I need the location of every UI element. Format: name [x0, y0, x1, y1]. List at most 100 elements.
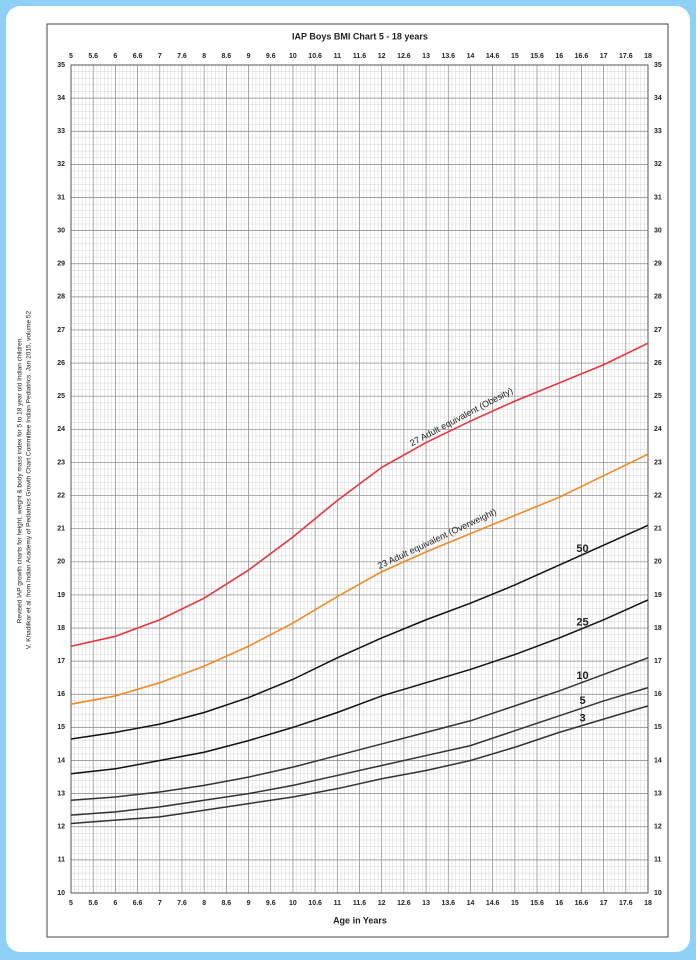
y-tick-label: 17 — [57, 658, 65, 665]
x-tick-label: 11 — [334, 53, 342, 60]
minor-grid — [71, 65, 648, 893]
series-label: 50 — [576, 543, 588, 555]
y-tick-label: 34 — [654, 95, 662, 102]
x-tick-label: 16.6 — [575, 900, 589, 907]
x-tick-label: 13.6 — [441, 53, 455, 60]
y-tick-label: 23 — [57, 459, 65, 466]
x-tick-label: 16 — [555, 900, 563, 907]
x-tick-label: 7 — [158, 900, 162, 907]
chart-title: IAP Boys BMI Chart 5 - 18 years — [292, 31, 428, 41]
y-tick-label: 11 — [654, 857, 662, 864]
side-notes: Revised IAP growth charts for height, we… — [17, 310, 33, 649]
y-tick-label: 16 — [654, 691, 662, 698]
y-tick-label: 28 — [654, 294, 662, 301]
x-tick-label: 6 — [113, 900, 117, 907]
y-tick-label: 31 — [654, 194, 662, 201]
y-tick-label: 18 — [57, 625, 65, 632]
y-tick-label: 34 — [57, 95, 65, 102]
series-line — [70, 342, 649, 648]
x-tick-label: 6 — [113, 53, 117, 60]
x-tick-label: 13 — [422, 53, 430, 60]
x-tick-label: 13.6 — [441, 900, 455, 907]
y-tick-label: 15 — [654, 724, 662, 731]
x-tick-label: 14 — [467, 53, 475, 60]
series-line — [70, 686, 649, 816]
x-tick-label: 7 — [158, 53, 162, 60]
y-tick-label: 21 — [654, 526, 662, 533]
y-tick-label: 10 — [654, 890, 662, 897]
y-tick-label: 20 — [654, 559, 662, 566]
y-tick-label: 11 — [58, 857, 66, 864]
y-tick-label: 13 — [57, 790, 65, 797]
x-tick-label: 18 — [644, 900, 652, 907]
x-tick-label: 10 — [289, 900, 297, 907]
x-tick-label: 14 — [467, 900, 475, 907]
y-tick-label: 12 — [654, 824, 662, 831]
x-tick-label: 16.6 — [575, 53, 589, 60]
y-tick-label: 35 — [57, 62, 65, 69]
x-tick-label: 12 — [378, 900, 386, 907]
y-tick-label: 19 — [57, 592, 65, 599]
y-tick-label: 28 — [57, 294, 65, 301]
y-tick-label: 16 — [57, 691, 65, 698]
y-tick-label: 32 — [654, 161, 662, 168]
y-tick-label: 26 — [654, 360, 662, 367]
x-tick-label: 14.6 — [486, 900, 500, 907]
y-tick-label: 20 — [57, 559, 65, 566]
x-tick-label: 13 — [422, 900, 430, 907]
y-tick-label: 12 — [57, 824, 65, 831]
y-tick-label: 33 — [654, 128, 662, 135]
x-tick-label: 17 — [600, 53, 608, 60]
x-tick-label: 17 — [600, 900, 608, 907]
x-tick-label: 5.6 — [88, 900, 98, 907]
x-tick-label: 8.6 — [221, 53, 231, 60]
y-tick-label: 35 — [654, 62, 662, 69]
y-tick-label: 19 — [654, 592, 662, 599]
y-tick-label: 25 — [57, 393, 65, 400]
x-tick-label: 17.6 — [619, 900, 633, 907]
x-tick-label: 10.6 — [308, 900, 322, 907]
series-line — [70, 453, 649, 706]
x-tick-label: 9.6 — [266, 53, 276, 60]
panel — [6, 6, 690, 952]
y-tick-label: 18 — [654, 625, 662, 632]
x-tick-label: 15.6 — [530, 900, 544, 907]
y-tick-label: 26 — [57, 360, 65, 367]
y-tick-label: 23 — [654, 459, 662, 466]
x-tick-label: 12 — [378, 53, 386, 60]
y-tick-label: 29 — [654, 261, 662, 268]
x-tick-label: 8 — [202, 53, 206, 60]
x-tick-label: 5.6 — [88, 53, 98, 60]
y-tick-label: 14 — [57, 757, 65, 764]
series-label: 10 — [576, 670, 588, 682]
series-line — [70, 705, 649, 825]
y-tick-label: 32 — [57, 161, 65, 168]
x-tick-label: 6.6 — [133, 900, 143, 907]
x-tick-label: 8 — [202, 900, 206, 907]
x-tick-label: 16 — [555, 53, 563, 60]
x-tick-label: 14.6 — [486, 53, 500, 60]
y-tick-label: 22 — [654, 492, 662, 499]
x-tick-label: 5 — [69, 900, 73, 907]
y-tick-label: 17 — [654, 658, 662, 665]
x-axis-label: Age in Years — [333, 915, 387, 925]
series-line — [70, 524, 649, 740]
x-tick-label: 9 — [247, 900, 251, 907]
x-tick-label: 15 — [511, 53, 519, 60]
y-tick-label: 24 — [654, 426, 662, 433]
y-tick-label: 15 — [57, 724, 65, 731]
x-tick-label: 15.6 — [530, 53, 544, 60]
x-tick-label: 7.6 — [177, 900, 187, 907]
series-line — [70, 657, 649, 802]
y-tick-label: 27 — [57, 327, 65, 334]
y-tick-label: 13 — [654, 790, 662, 797]
frame — [46, 23, 669, 938]
x-tick-label: 17.6 — [619, 53, 633, 60]
x-tick-label: 10 — [289, 53, 297, 60]
x-tick-label: 12.6 — [397, 53, 411, 60]
y-tick-label: 21 — [57, 526, 65, 533]
series-line — [70, 599, 649, 775]
side-note: Revised IAP growth charts for height, we… — [17, 337, 24, 624]
